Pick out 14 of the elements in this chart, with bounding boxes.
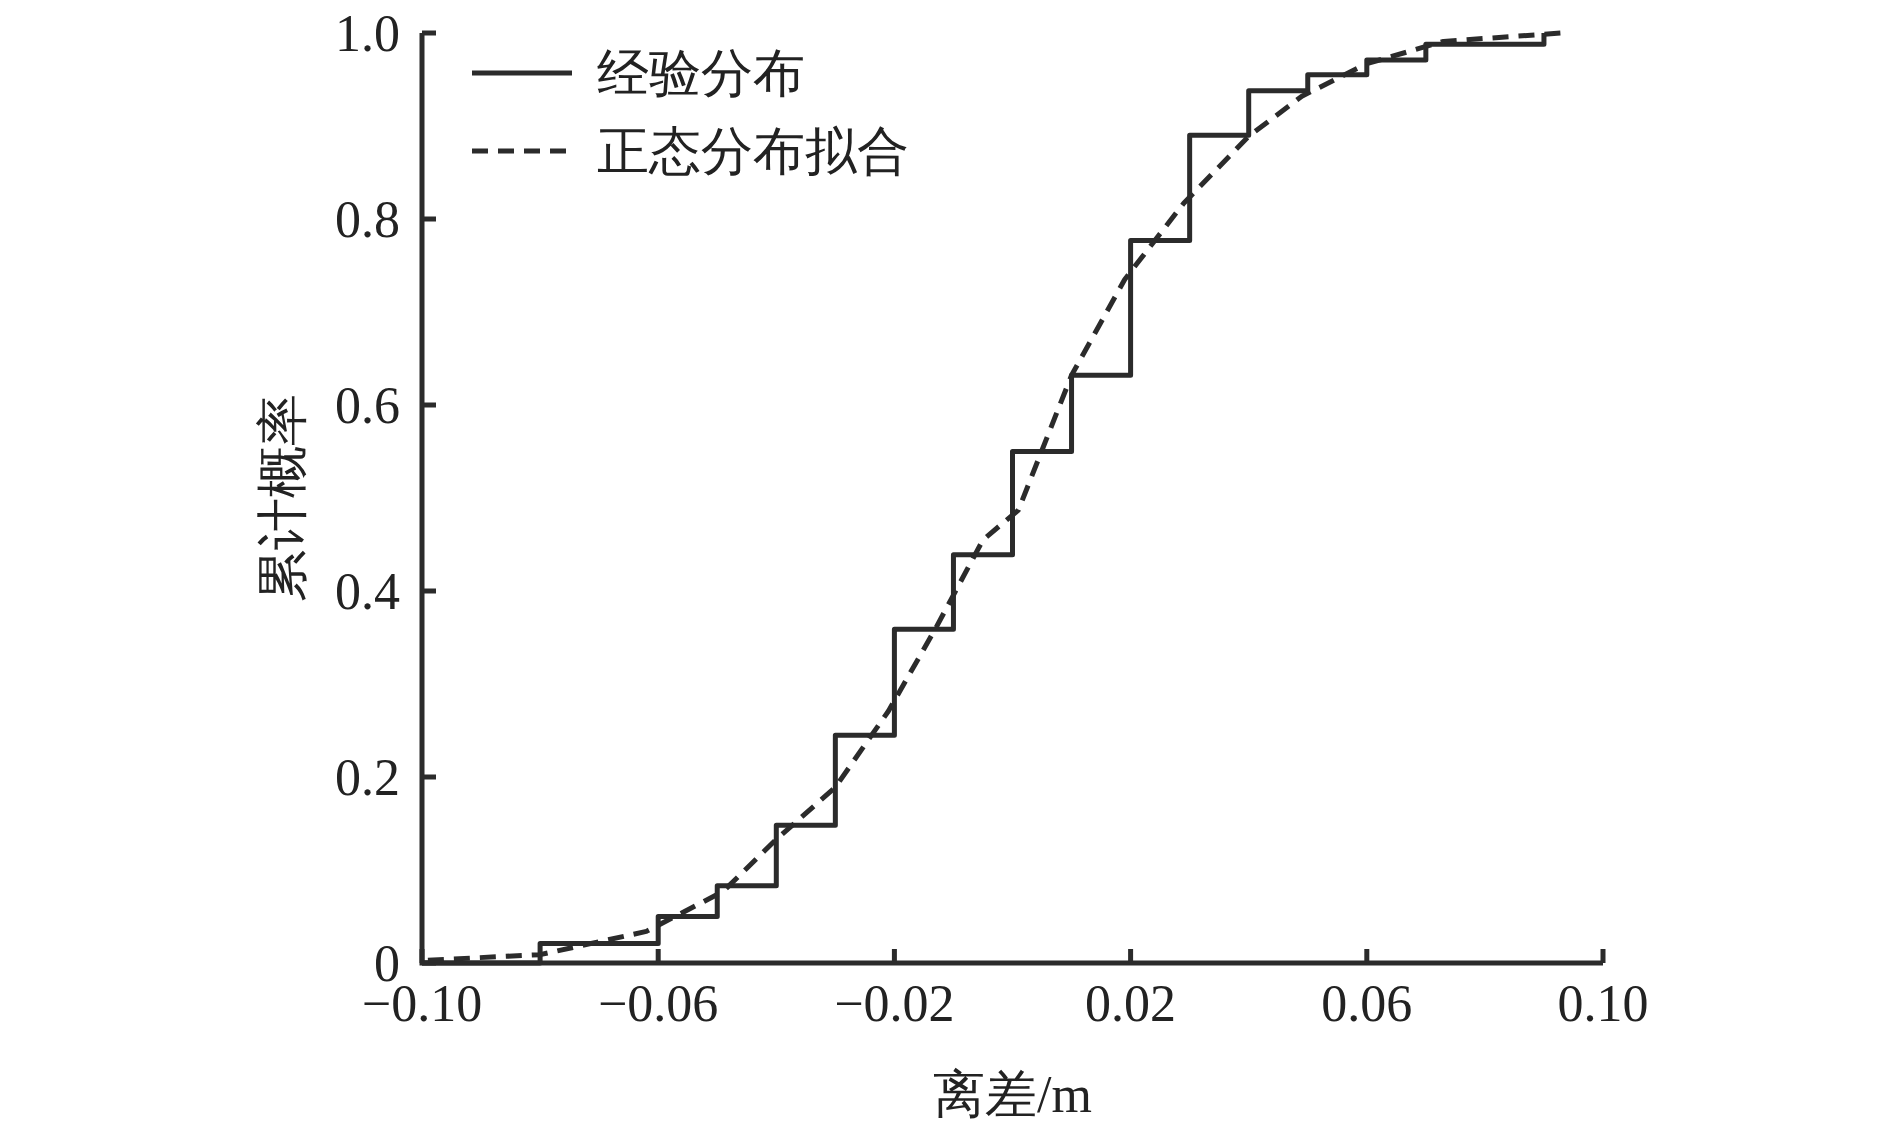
y-axis-title: 累计概率 bbox=[254, 394, 311, 602]
y-tick-label: 0.4 bbox=[335, 563, 400, 620]
y-tick-label: 1.0 bbox=[335, 5, 400, 62]
x-tick-label: 0.06 bbox=[1321, 975, 1413, 1032]
x-axis-title: 离差/m bbox=[933, 1066, 1092, 1123]
x-tick-label: −0.06 bbox=[598, 975, 719, 1032]
y-tick-label: 0.8 bbox=[335, 191, 400, 248]
y-tick-label: 0.2 bbox=[335, 749, 400, 806]
x-tick-label: −0.02 bbox=[834, 975, 955, 1032]
x-tick-label: 0.10 bbox=[1557, 975, 1649, 1032]
legend-label: 经验分布 bbox=[597, 45, 805, 102]
legend-label: 正态分布拟合 bbox=[597, 123, 909, 180]
x-tick-label: 0.02 bbox=[1085, 975, 1177, 1032]
y-tick-label: 0.6 bbox=[335, 377, 400, 434]
